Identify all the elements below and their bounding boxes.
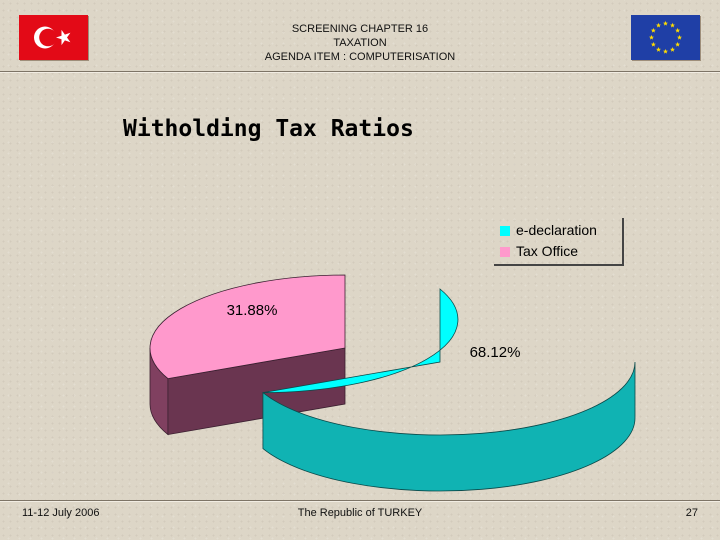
eu-star-icon [675, 27, 681, 33]
header-divider-highlight [0, 72, 720, 73]
legend-swatch-e-declaration [500, 226, 510, 236]
chart-legend: e-declaration Tax Office [494, 218, 624, 266]
footer-date: 11-12 July 2006 [22, 507, 100, 519]
slide-header: SCREENING CHAPTER 16 TAXATION AGENDA ITE… [200, 22, 520, 64]
legend-label-tax-office: Tax Office [516, 243, 578, 259]
slice-e-declaration-side [262, 361, 636, 492]
eu-star-icon [656, 47, 661, 52]
slice-tax-office [149, 274, 346, 380]
eu-flag-icon [631, 15, 700, 60]
eu-star-icon [675, 41, 681, 47]
turkey-flag-icon [19, 15, 88, 60]
eu-star-icon [663, 48, 668, 54]
eu-star-icon [656, 22, 661, 28]
data-label-tax-office: 31.88% [227, 302, 278, 319]
eu-star-icon [650, 27, 656, 33]
eu-star-icon [670, 47, 675, 52]
legend-swatch-tax-office [500, 247, 510, 257]
footer-country: The Republic of TURKEY [297, 507, 423, 519]
header-line-2: TAXATION [333, 37, 387, 49]
eu-star-icon [663, 20, 668, 26]
header-line-1: SCREENING CHAPTER 16 [291, 23, 429, 35]
eu-star-icon [677, 34, 682, 40]
legend-label-e-declaration: e-declaration [516, 222, 597, 238]
data-label-e-declaration: 68.12% [470, 344, 521, 361]
header-divider [0, 71, 720, 72]
footer-divider-highlight [0, 501, 720, 502]
eu-star-icon [650, 41, 656, 47]
chart-title: Witholding Tax Ratios [123, 116, 414, 142]
eu-star-icon [670, 22, 675, 28]
footer-divider [0, 500, 720, 501]
page-number: 27 [685, 507, 698, 519]
header-line-3: AGENDA ITEM : COMPUTERISATION [264, 51, 456, 63]
eu-star-icon [649, 34, 654, 40]
slice-e-declaration [262, 288, 459, 393]
